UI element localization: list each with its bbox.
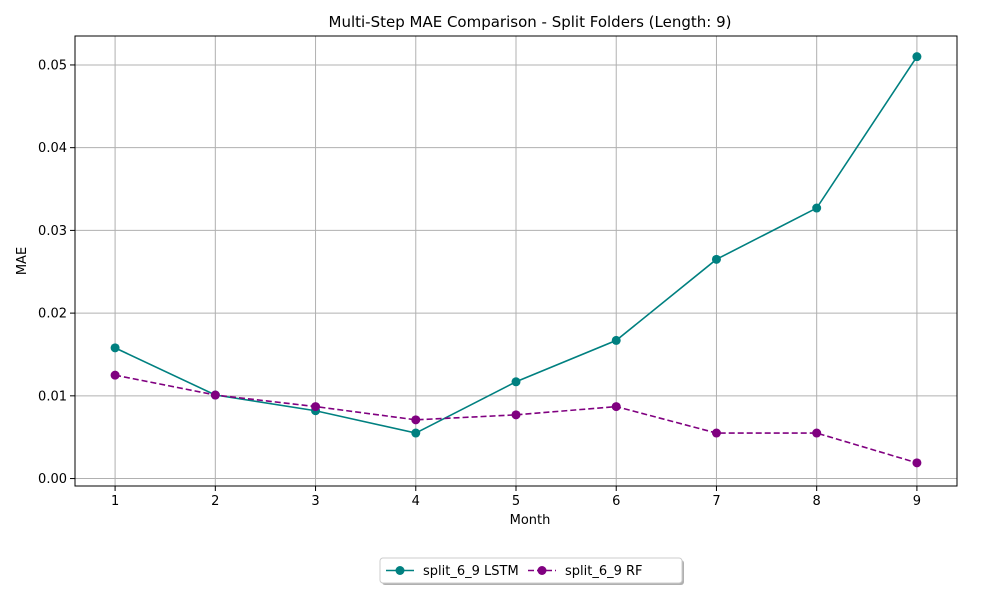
data-point-rf [711, 428, 721, 438]
chart-title: Multi-Step MAE Comparison - Split Folder… [329, 13, 732, 31]
legend-label-rf: split_6_9 RF [565, 564, 643, 579]
data-point-rf [611, 402, 621, 412]
ticks: 1 2 3 4 5 6 7 8 9 0.00 0.01 0.02 0.03 0.04 0.05 [38, 58, 921, 509]
data-point-lstm [411, 428, 421, 438]
x-tick-label: 8 [813, 494, 821, 509]
data-point-lstm [611, 335, 621, 345]
data-point-lstm [110, 343, 120, 353]
series-layer [110, 52, 922, 468]
legend: split_6_9 LSTM split_6_9 RF [379, 557, 684, 585]
data-point-rf [210, 390, 220, 400]
data-point-lstm [912, 52, 922, 62]
data-point-lstm [812, 203, 822, 213]
data-point-lstm [511, 377, 521, 387]
x-tick-label: 6 [612, 494, 620, 509]
y-tick-label: 0.01 [38, 389, 67, 404]
data-point-rf [411, 415, 421, 425]
legend-swatch-marker-rf [537, 566, 547, 575]
legend-swatch-marker-lstm [395, 566, 405, 575]
y-tick-label: 0.03 [38, 224, 67, 239]
data-point-lstm [711, 254, 721, 264]
data-point-rf [110, 370, 120, 380]
data-point-rf [511, 410, 521, 420]
x-tick-label: 5 [512, 494, 520, 509]
legend-label-lstm: split_6_9 LSTM [423, 564, 519, 579]
y-tick-label: 0.00 [38, 472, 67, 487]
x-axis-label: Month [510, 513, 551, 528]
data-point-rf [812, 428, 822, 438]
y-tick-label: 0.02 [38, 307, 67, 322]
data-point-rf [912, 458, 922, 468]
x-tick-label: 7 [712, 494, 720, 509]
data-point-rf [311, 402, 321, 412]
y-tick-label: 0.05 [38, 58, 67, 73]
y-tick-label: 0.04 [38, 141, 67, 156]
x-tick-label: 9 [913, 494, 921, 509]
x-tick-label: 1 [111, 494, 119, 509]
x-tick-label: 4 [412, 494, 420, 509]
x-tick-label: 2 [211, 494, 219, 509]
x-tick-label: 3 [311, 494, 319, 509]
y-axis-label: MAE [15, 247, 30, 275]
series-line-rf [114, 374, 918, 464]
